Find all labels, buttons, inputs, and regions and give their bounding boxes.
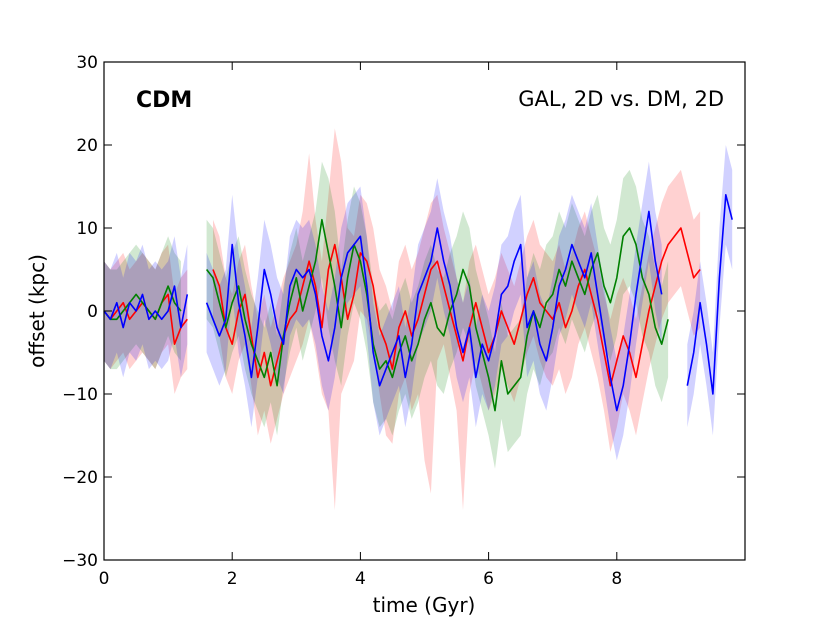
y-tick-label: −10 bbox=[62, 385, 98, 405]
y-tick-label: 10 bbox=[76, 219, 98, 239]
blue-line-0 bbox=[103, 285, 189, 329]
blue-line-1 bbox=[205, 210, 663, 412]
green-line-1 bbox=[205, 218, 669, 412]
y-tick-label: −20 bbox=[62, 468, 98, 488]
x-tick-label: 6 bbox=[483, 569, 494, 589]
y-tick-label: 20 bbox=[76, 136, 98, 156]
green-band-1 bbox=[206, 161, 669, 469]
y-axis-label: offset (kpc) bbox=[25, 254, 49, 368]
y-tick-label: 30 bbox=[76, 53, 98, 73]
series-lines bbox=[103, 194, 733, 412]
comparison-label: GAL, 2D vs. DM, 2D bbox=[518, 87, 724, 111]
blue-band-2 bbox=[687, 145, 733, 436]
red-band-0 bbox=[104, 244, 188, 394]
x-tick-label: 8 bbox=[611, 569, 622, 589]
x-tick-label: 2 bbox=[227, 569, 238, 589]
plot-background bbox=[104, 62, 745, 560]
blue-line-2 bbox=[686, 194, 733, 395]
axis-ticks: 0 2 4 6 8 −30 −20 −10 0 10 20 30 bbox=[62, 53, 745, 589]
green-line-0 bbox=[103, 285, 182, 321]
x-tick-label: 4 bbox=[355, 569, 366, 589]
red-line-1 bbox=[212, 227, 701, 387]
model-label: CDM bbox=[136, 88, 192, 113]
x-tick-label: 0 bbox=[99, 569, 110, 589]
blue-band-1 bbox=[206, 161, 662, 461]
plot-frame bbox=[103, 61, 746, 561]
x-axis-label: time (Gyr) bbox=[373, 593, 476, 617]
y-tick-label: 0 bbox=[87, 302, 98, 322]
y-tick-label: −30 bbox=[62, 551, 98, 571]
red-band-1 bbox=[213, 128, 701, 511]
